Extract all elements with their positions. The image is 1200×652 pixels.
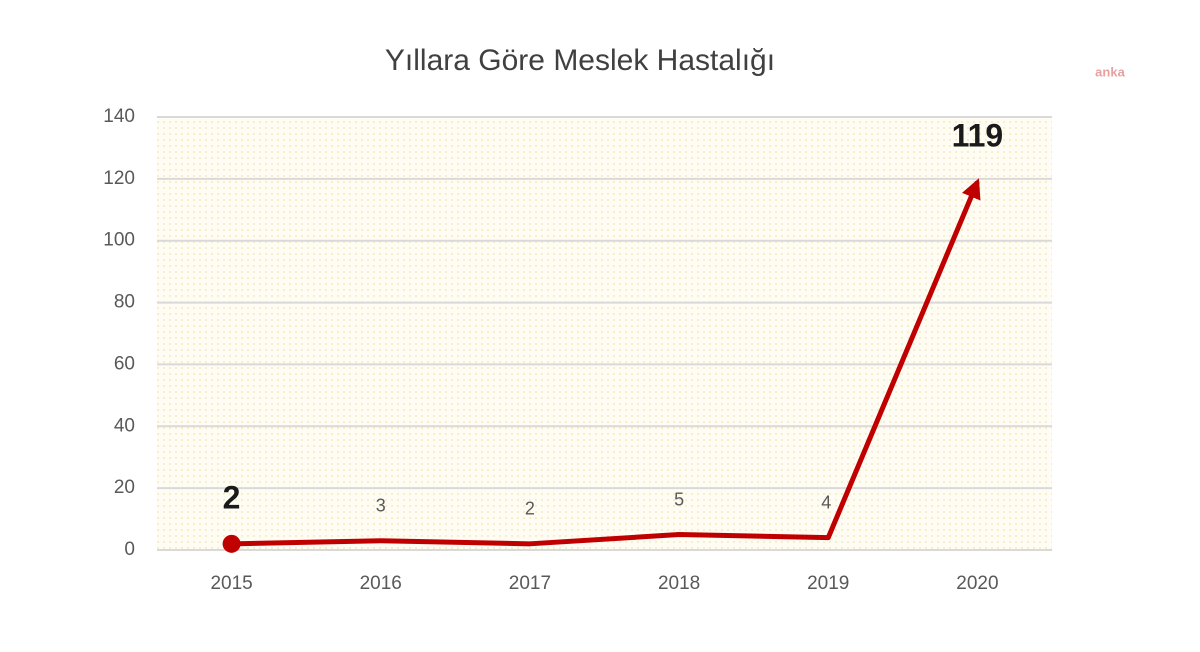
data-label: 2 xyxy=(525,499,535,519)
watermark: anka xyxy=(1095,64,1125,79)
y-tick-label: 0 xyxy=(124,539,135,560)
x-tick-label: 2016 xyxy=(360,573,402,594)
plot-background xyxy=(157,117,1052,550)
x-tick-label: 2020 xyxy=(956,573,998,594)
start-point xyxy=(222,534,241,553)
x-tick-label: 2019 xyxy=(807,573,849,594)
y-tick-label: 20 xyxy=(114,477,135,498)
x-tick-label: 2018 xyxy=(658,573,700,594)
data-label: 5 xyxy=(674,489,684,509)
y-tick-label: 100 xyxy=(103,230,135,251)
data-label: 3 xyxy=(376,495,386,515)
y-tick-label: 140 xyxy=(103,106,135,127)
y-tick-label: 80 xyxy=(114,292,135,313)
x-tick-label: 2015 xyxy=(210,573,252,594)
y-tick-label: 60 xyxy=(114,353,135,374)
data-label: 4 xyxy=(821,492,831,512)
data-label: 119 xyxy=(952,117,1004,153)
data-label: 2 xyxy=(223,479,241,515)
chart-title: Yıllara Göre Meslek Hastalığı xyxy=(385,44,775,77)
y-tick-label: 40 xyxy=(114,415,135,436)
x-tick-label: 2017 xyxy=(509,573,551,594)
y-tick-label: 120 xyxy=(103,168,135,189)
data-line xyxy=(231,178,981,547)
